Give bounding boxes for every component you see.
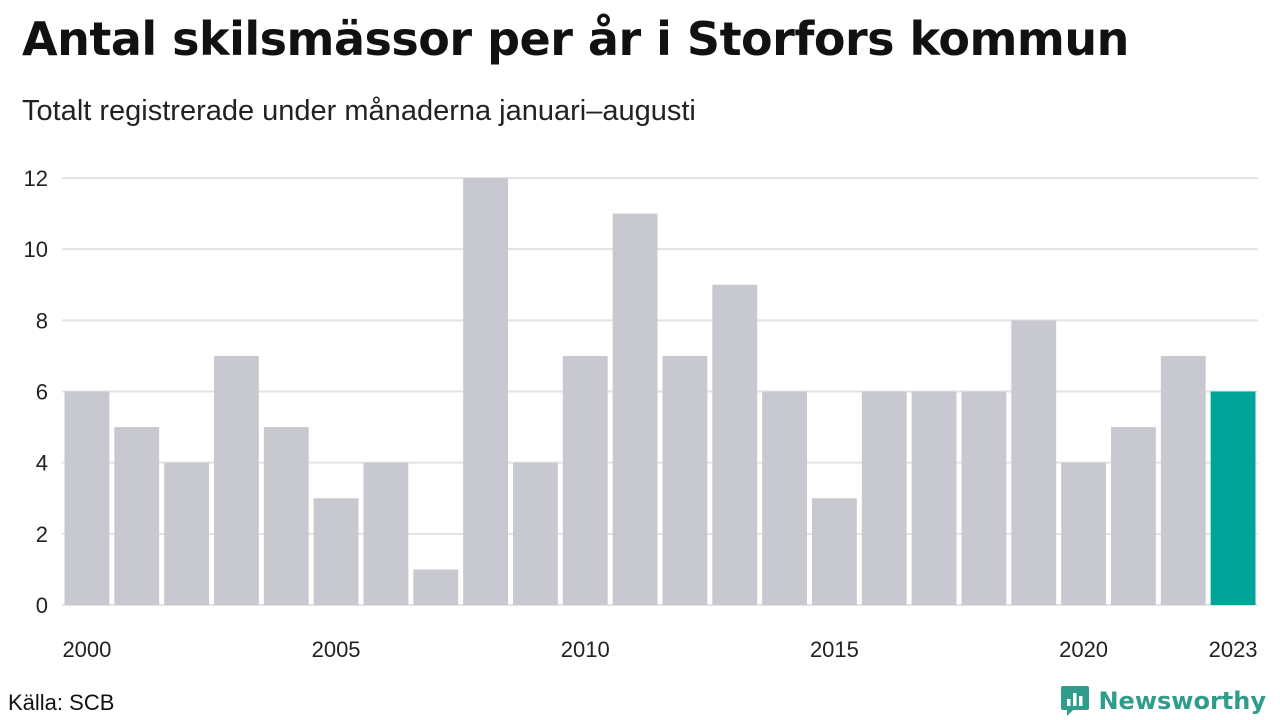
bar-2013: [712, 284, 758, 605]
bar-2003: [214, 355, 259, 605]
x-axis-ticks: 2000 2005 2010 2015 2020 2023: [62, 637, 1257, 662]
y-tick-label-0: 0: [36, 593, 48, 618]
bar-2014: [762, 391, 807, 605]
x-tick-label-2023: 2023: [1209, 637, 1258, 662]
y-tick-label-4: 4: [36, 451, 48, 476]
y-tick-label-8: 8: [36, 308, 48, 333]
bar-2007: [413, 569, 459, 605]
gridlines: [62, 177, 1258, 606]
newsworthy-logo-icon: [1061, 686, 1090, 716]
y-tick-label-12: 12: [24, 166, 48, 191]
bars: [64, 178, 1256, 606]
bar-2019: [1011, 320, 1057, 605]
bar-2000: [64, 391, 110, 605]
bar-2010: [562, 355, 608, 605]
brand-name: Newsworthy: [1098, 687, 1266, 715]
brand-logo: Newsworthy: [1060, 684, 1266, 718]
bar-2012: [662, 355, 708, 605]
bar-2017: [911, 391, 957, 605]
x-tick-label-2005: 2005: [312, 637, 361, 662]
y-tick-label-6: 6: [36, 380, 48, 405]
y-tick-label-10: 10: [24, 237, 48, 262]
bar-2016: [861, 391, 907, 605]
bar-2002: [164, 462, 209, 605]
bar-2021: [1111, 427, 1156, 605]
bar-2018: [961, 391, 1007, 605]
chart-title: Antal skilsmässor per år i Storfors komm…: [22, 12, 1129, 66]
y-axis-ticks: 0 2 4 6 8 10 12: [24, 166, 48, 618]
bar-2011: [612, 213, 658, 606]
bar-2006: [363, 462, 409, 605]
source-note: Källa: SCB: [8, 690, 115, 715]
bar-2020: [1061, 462, 1106, 605]
x-tick-label-2000: 2000: [62, 637, 111, 662]
bar-2004: [263, 427, 309, 605]
x-tick-label-2010: 2010: [561, 637, 610, 662]
y-tick-label-2: 2: [36, 522, 48, 547]
bar-2015: [812, 498, 857, 605]
bar-2022: [1160, 355, 1206, 605]
x-tick-label-2020: 2020: [1059, 637, 1108, 662]
bar-2001: [114, 427, 160, 605]
bar-2005: [313, 498, 359, 605]
chart-subtitle: Totalt registrerade under månaderna janu…: [22, 95, 696, 127]
bar-2009: [513, 462, 558, 605]
x-tick-label-2015: 2015: [810, 637, 859, 662]
bar-2008: [463, 178, 508, 605]
bar-2023: [1210, 391, 1256, 605]
